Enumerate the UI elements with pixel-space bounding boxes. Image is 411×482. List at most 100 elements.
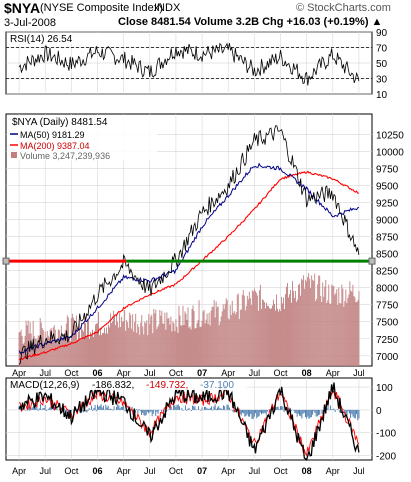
macd-histogram-bar (233, 409, 235, 413)
volume-bar (129, 312, 131, 366)
volume-bar (192, 305, 194, 366)
volume-bar (106, 327, 107, 366)
macd-histogram-bar (316, 409, 318, 417)
volume-bar (61, 339, 63, 366)
macd-histogram-bar (56, 408, 58, 410)
macd-histogram-bar (142, 409, 144, 413)
volume-bar (320, 295, 322, 366)
volume-bar (92, 329, 93, 366)
volume-bar (183, 324, 185, 366)
volume-bar (311, 275, 313, 366)
volume-bar (280, 311, 281, 366)
volume-bar (205, 319, 207, 366)
volume-bar (164, 312, 166, 366)
macd-histogram-bar (353, 409, 355, 418)
price-xtick-label: Apr (326, 368, 340, 378)
macd-histogram-bar (95, 409, 97, 412)
macd-histogram-bar (88, 408, 90, 410)
macd-histogram-bar (177, 404, 179, 410)
volume-bar (334, 295, 336, 366)
rsi-line (18, 42, 360, 86)
volume-bar (288, 297, 289, 366)
volume-bar (358, 291, 360, 366)
macd-histogram-bar (227, 405, 229, 410)
volume-legend-label: Volume 3,247,239,936 (20, 151, 110, 161)
volume-bar (281, 296, 282, 366)
volume-bar (257, 310, 259, 366)
macd-histogram-bar (30, 408, 32, 410)
macd-histogram-bar (184, 405, 186, 410)
volume-bar (207, 323, 209, 366)
volume-bar (37, 335, 39, 366)
macd-histogram-bar (92, 409, 94, 412)
volume-bar (211, 306, 213, 366)
volume-bar (302, 280, 304, 366)
price-xtick-label: Oct (273, 368, 288, 378)
macd-histogram-bar (68, 409, 70, 413)
macd-histogram-bar (186, 409, 188, 411)
volume-bar (51, 337, 53, 366)
volume-bar (351, 291, 353, 366)
volume-bar (25, 320, 27, 366)
volume-bar (237, 293, 239, 366)
volume-bar (147, 335, 149, 366)
volume-bar (52, 327, 54, 366)
macd-histogram-bar (54, 406, 56, 410)
volume-bar (338, 287, 340, 366)
volume-bar (98, 311, 99, 366)
volume-bar (259, 284, 261, 366)
macd-histogram-bar (98, 406, 100, 410)
volume-bar (304, 288, 306, 366)
macd-histogram-bar (250, 409, 252, 415)
volume-bar (268, 308, 270, 366)
macd-histogram-bar (208, 408, 210, 410)
price-legend-bg (7, 115, 157, 160)
volume-bar (28, 333, 30, 366)
volume-bar (220, 316, 222, 366)
macd-histogram-bar (107, 405, 109, 410)
volume-bar (231, 300, 233, 366)
macd-histogram-bar (157, 409, 159, 414)
volume-bar (239, 309, 241, 366)
volume-bar (214, 317, 216, 366)
macd-histogram-bar (195, 409, 197, 410)
macd-histogram-bar (132, 409, 134, 413)
macd-histogram-bar (101, 407, 103, 410)
volume-bar (255, 292, 257, 366)
macd-xtick-label: Oct (169, 466, 184, 476)
volume-bar (296, 301, 298, 366)
volume-bar (242, 290, 244, 366)
macd-histogram-bar (308, 409, 310, 419)
volume-bar (19, 332, 21, 366)
macd-histogram-bar (136, 409, 138, 410)
macd-histogram-bar (111, 408, 113, 410)
macd-histogram-bar (94, 405, 96, 410)
macd-histogram-bar (252, 409, 254, 419)
volume-bar (55, 340, 57, 366)
macd-signal-value-label: -149.732, (146, 380, 188, 391)
volume-bar (151, 314, 153, 366)
ma50-legend-label: MA(50) 9181.29 (20, 130, 85, 140)
macd-histogram-bar (281, 405, 283, 410)
volume-bar (47, 335, 49, 366)
volume-bar (153, 308, 155, 366)
macd-histogram-bar (137, 409, 139, 414)
macd-histogram-bar (275, 407, 277, 410)
macd-histogram-bar (53, 407, 55, 410)
macd-histogram-bar (39, 404, 41, 410)
volume-bar (35, 338, 37, 366)
macd-histogram-bar (249, 409, 251, 417)
macd-histogram-bar (106, 407, 108, 410)
volume-bar (230, 315, 232, 366)
price-tick-label: 9000 (376, 216, 399, 227)
macd-histogram-bar (112, 409, 114, 411)
volume-bar (65, 323, 67, 366)
volume-bar (161, 310, 163, 366)
macd-histogram-bar (118, 405, 120, 410)
volume-bar (43, 343, 45, 366)
macd-histogram-bar (283, 409, 285, 413)
macd-xtick-label: Jul (353, 466, 365, 476)
volume-bar (158, 324, 160, 366)
volume-bar (113, 310, 115, 366)
volume-bar (250, 304, 252, 366)
